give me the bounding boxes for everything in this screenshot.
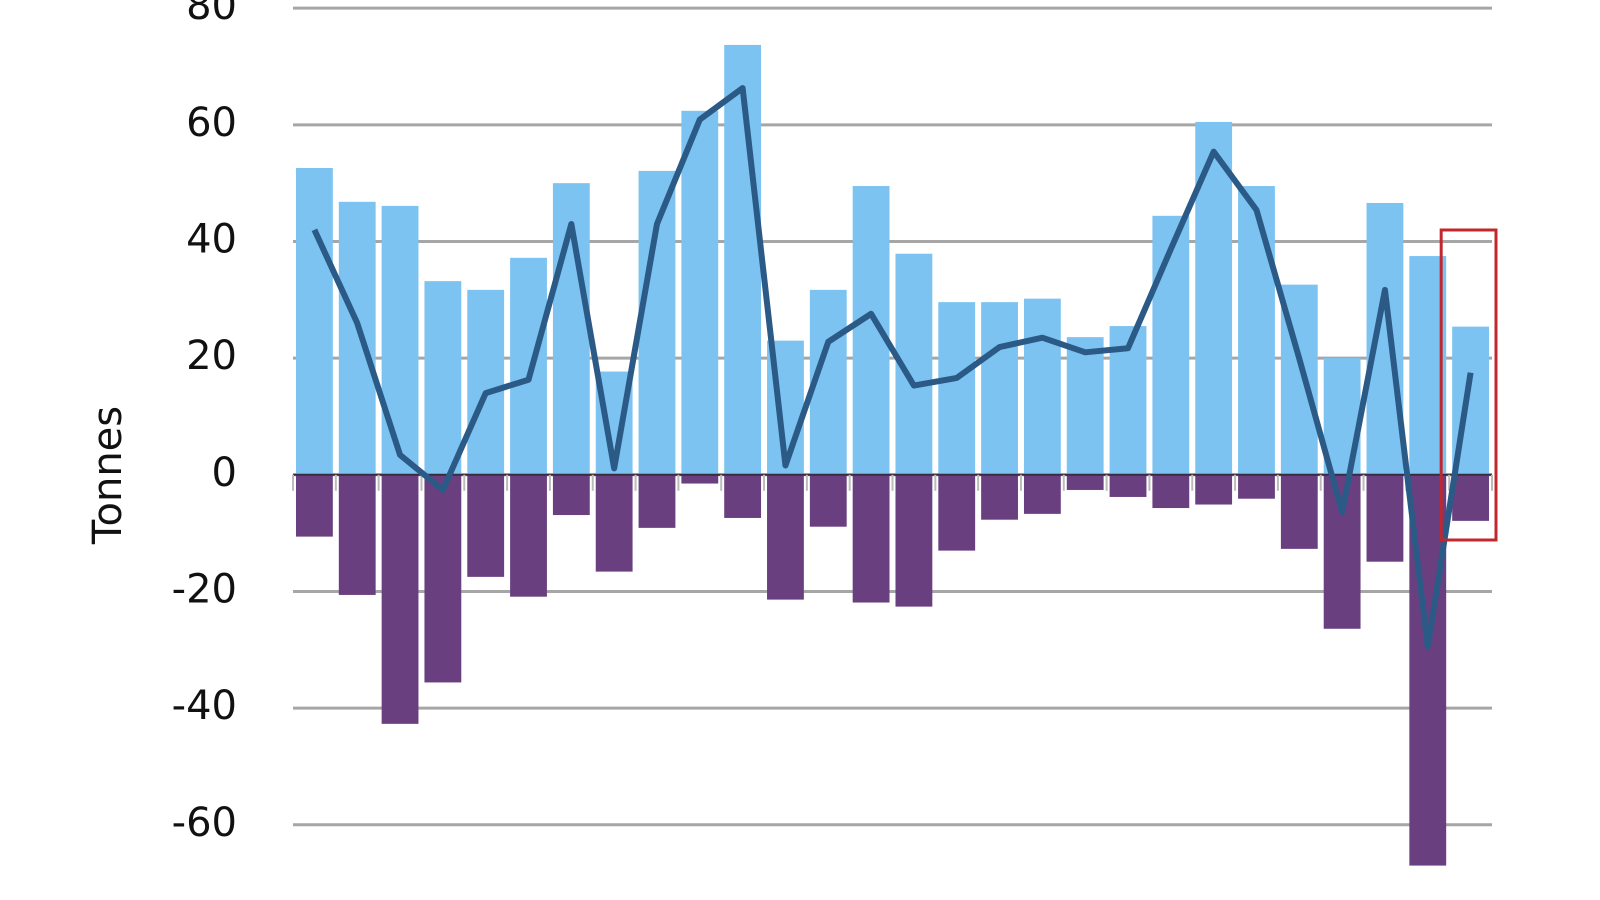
bar [1195, 474, 1233, 505]
bar [467, 474, 505, 577]
y-axis-label: Tonnes [85, 406, 131, 545]
bar [510, 257, 547, 475]
bar [938, 474, 976, 551]
y-tick-label: 80 [186, 0, 237, 29]
bar [1366, 474, 1404, 562]
bar [681, 474, 719, 484]
bar [295, 474, 333, 537]
bar [724, 474, 762, 518]
bar [981, 302, 1018, 475]
bar [1152, 215, 1190, 475]
bar [381, 474, 419, 724]
bar [1280, 474, 1318, 549]
bar [681, 110, 719, 475]
bar [510, 474, 547, 597]
bar [638, 474, 676, 528]
bar [938, 302, 976, 475]
y-tick-label: 40 [186, 216, 237, 262]
y-tick-label: -60 [172, 800, 237, 846]
bar [895, 474, 933, 607]
bar [809, 474, 847, 527]
bar [1238, 186, 1275, 475]
line [311, 85, 1474, 650]
bar [424, 281, 462, 475]
bar [1366, 202, 1404, 475]
bar [338, 201, 376, 475]
bar [467, 289, 505, 475]
bar [595, 474, 633, 572]
bar [1066, 337, 1104, 475]
bar [1066, 474, 1104, 490]
bar [295, 167, 333, 475]
bar [381, 205, 419, 475]
y-tick-label: -20 [172, 566, 237, 612]
y-tick-label: 0 [212, 450, 237, 496]
bar [1023, 474, 1061, 514]
bar [767, 474, 804, 600]
bar [1023, 298, 1061, 475]
bar [1452, 474, 1490, 521]
y-tick-label: 60 [186, 100, 237, 146]
bar [852, 474, 890, 603]
bar [724, 44, 762, 475]
bar [1238, 474, 1275, 499]
bar [1109, 474, 1147, 497]
bar [1152, 474, 1190, 509]
highlight-box [1439, 228, 1498, 542]
bar [424, 474, 462, 683]
bar [552, 474, 590, 516]
bar [981, 474, 1018, 520]
y-tick-label: 20 [186, 333, 237, 379]
y-tick-label: -40 [172, 683, 237, 729]
bar [338, 474, 376, 595]
